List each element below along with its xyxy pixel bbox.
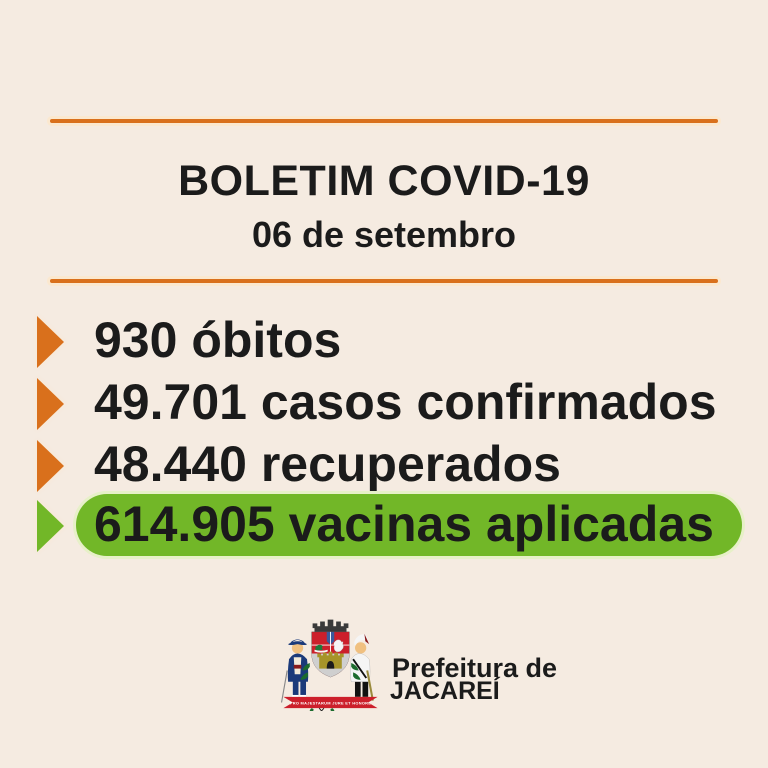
svg-text:PRO MAJESTARUM JURE ET HONORE: PRO MAJESTARUM JURE ET HONORE [290, 700, 371, 705]
